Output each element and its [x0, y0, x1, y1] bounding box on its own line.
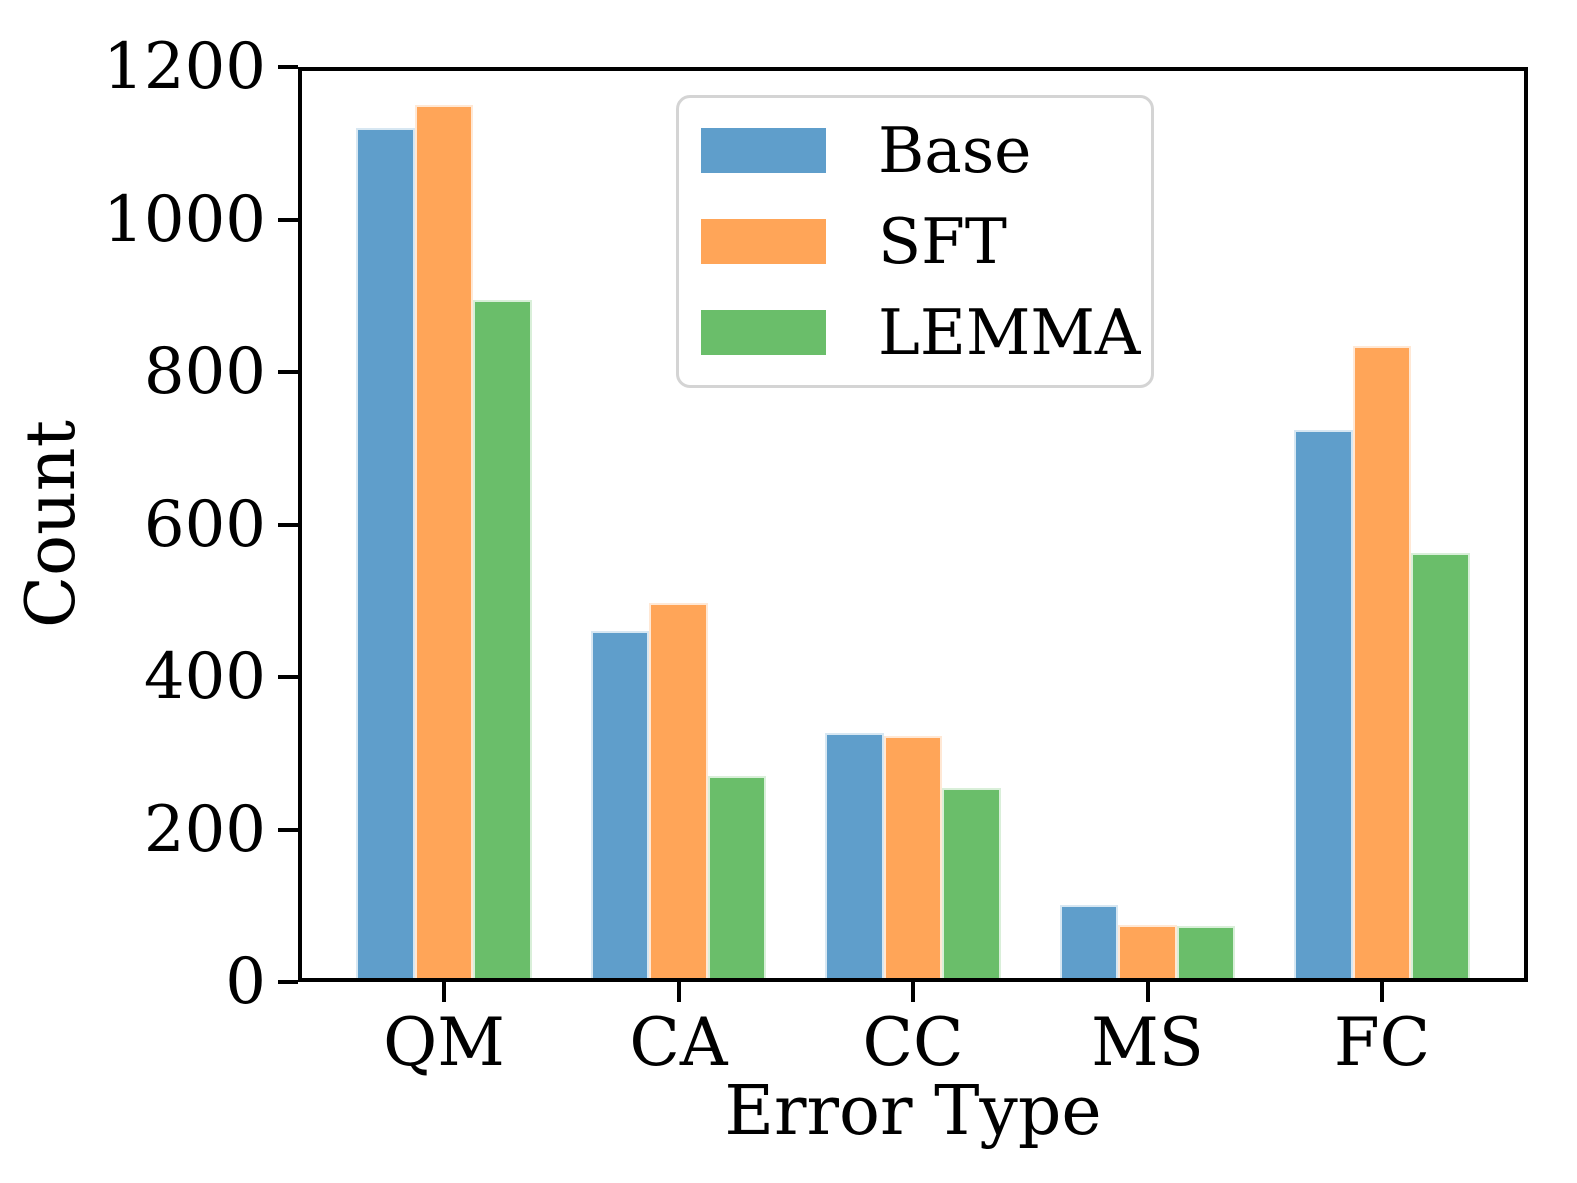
y-tick-label: 800	[143, 335, 266, 409]
y-tick-mark	[278, 522, 298, 527]
plot-area	[298, 67, 1528, 982]
y-tick-mark	[278, 65, 298, 69]
y-tick-label: 200	[143, 792, 266, 867]
bar-sft-ca	[649, 603, 708, 982]
x-tick-mark	[1380, 982, 1384, 1002]
bar-lemma-cc	[942, 788, 1001, 982]
bar-lemma-qm	[473, 299, 532, 982]
legend: Base SFT LEMMA	[676, 95, 1154, 388]
legend-item-base: Base	[701, 119, 1151, 182]
y-axis-label: Count	[12, 420, 91, 628]
y-tick-label: 0	[225, 945, 266, 1019]
x-tick-label-cc: CC	[862, 1004, 964, 1081]
x-axis-label: Error Type	[724, 1072, 1102, 1151]
legend-item-lemma: LEMMA	[701, 301, 1151, 364]
bar-base-ca	[590, 631, 650, 982]
y-tick-mark	[278, 217, 298, 222]
x-tick-label-ca: CA	[629, 1004, 728, 1081]
bar-base-fc	[1294, 429, 1353, 982]
legend-item-sft: SFT	[701, 210, 1151, 273]
y-tick-label: 1200	[103, 30, 266, 104]
x-tick-mark	[911, 982, 915, 1002]
bar-sft-ms	[1118, 924, 1177, 982]
legend-swatch-lemma	[701, 310, 826, 355]
x-tick-mark	[442, 982, 446, 1002]
y-tick-label: 400	[143, 640, 266, 714]
bar-base-qm	[356, 128, 415, 982]
bar-sft-cc	[883, 736, 943, 982]
y-tick-mark	[278, 675, 298, 679]
y-tick-label: 1000	[103, 182, 266, 257]
legend-swatch-sft	[701, 219, 826, 264]
x-tick-mark	[1145, 982, 1150, 1002]
y-tick-mark	[278, 980, 298, 984]
x-tick-label-qm: QM	[383, 1004, 505, 1081]
bar-lemma-ca	[707, 776, 767, 982]
legend-label-lemma: LEMMA	[878, 296, 1141, 369]
bar-sft-qm	[414, 105, 474, 982]
bar-sft-fc	[1352, 346, 1412, 982]
bar-base-ms	[1059, 905, 1119, 982]
x-tick-mark	[676, 982, 681, 1002]
y-tick-mark	[278, 370, 298, 374]
bar-lemma-fc	[1411, 553, 1470, 982]
bar-lemma-ms	[1176, 925, 1236, 982]
bar-base-cc	[825, 733, 884, 982]
y-tick-mark	[278, 827, 298, 832]
y-tick-label: 600	[143, 487, 266, 562]
legend-label-base: Base	[878, 114, 1032, 187]
legend-swatch-base	[701, 128, 826, 173]
x-tick-label-ms: MS	[1091, 1004, 1204, 1081]
x-tick-label-fc: FC	[1333, 1004, 1431, 1081]
legend-label-sft: SFT	[878, 205, 1007, 278]
